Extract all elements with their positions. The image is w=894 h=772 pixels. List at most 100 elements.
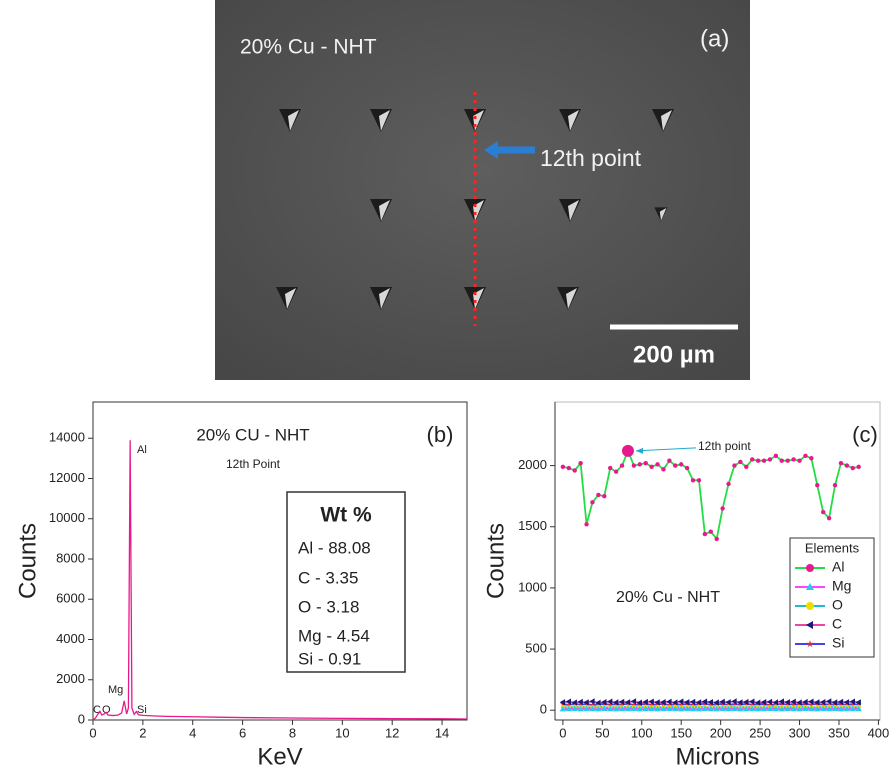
marker — [630, 701, 637, 708]
marker — [803, 453, 808, 459]
marker — [690, 478, 696, 483]
peak-label: Mg — [108, 684, 123, 696]
indent-face — [379, 200, 390, 221]
marker — [602, 493, 607, 499]
marker — [808, 705, 815, 712]
marker — [825, 698, 832, 705]
marker — [607, 701, 614, 708]
marker — [607, 698, 613, 705]
y-tick-label: 0 — [78, 711, 85, 726]
marker — [689, 705, 697, 712]
marker — [637, 462, 642, 467]
marker — [708, 529, 713, 534]
marker — [784, 699, 790, 706]
indent-face — [568, 200, 579, 221]
marker — [856, 464, 861, 470]
y-tick-label: 4000 — [56, 631, 85, 646]
marker — [673, 463, 678, 468]
legend-marker — [806, 640, 814, 648]
marker — [732, 463, 737, 468]
marker — [578, 460, 583, 466]
marker — [661, 467, 666, 472]
scale-bar-label: 200 µm — [633, 341, 715, 368]
marker — [838, 460, 844, 466]
marker — [784, 701, 791, 708]
marker — [814, 699, 820, 706]
marker — [725, 699, 731, 706]
marker — [778, 698, 784, 705]
chart-title: 20% CU - NHT — [196, 425, 309, 444]
marker — [743, 698, 749, 706]
y-axis-label: Counts — [482, 523, 509, 599]
x-tick-label: 10 — [335, 725, 349, 740]
marker — [754, 699, 761, 706]
marker — [619, 463, 625, 468]
x-axis-label: KeV — [257, 743, 302, 770]
legend-label: O — [832, 597, 843, 613]
marker — [837, 705, 845, 712]
marker — [820, 701, 827, 708]
marker — [642, 698, 648, 706]
marker — [796, 706, 803, 712]
marker — [577, 698, 583, 706]
marker — [720, 506, 725, 511]
marker — [784, 705, 791, 712]
y-axis-label: Counts — [14, 523, 41, 599]
marker — [849, 701, 856, 707]
y-tick-label: 0 — [540, 702, 547, 717]
pointer-line — [635, 447, 697, 452]
wt-row: O - 3.18 — [298, 597, 359, 616]
marker — [572, 468, 577, 473]
marker — [636, 705, 643, 712]
marker — [713, 699, 719, 706]
marker — [713, 705, 720, 712]
peak-label: C — [93, 704, 101, 716]
marker — [772, 705, 780, 712]
marker — [601, 705, 608, 711]
y-tick-label: 1500 — [518, 518, 547, 533]
highlight-point — [621, 444, 634, 457]
legend-marker — [806, 583, 814, 590]
marker — [701, 705, 709, 711]
marker — [565, 701, 572, 708]
marker — [631, 463, 637, 468]
marker — [589, 698, 595, 705]
marker — [707, 705, 714, 712]
indents — [276, 109, 674, 310]
marker — [642, 705, 649, 712]
marker — [666, 701, 673, 708]
marker — [820, 705, 827, 712]
marker — [737, 699, 743, 706]
y-tick-label: 8000 — [56, 550, 85, 565]
marker — [583, 699, 589, 706]
marker — [612, 705, 620, 712]
marker — [737, 705, 744, 712]
marker — [749, 701, 756, 708]
wt-row: Si - 0.91 — [298, 649, 361, 668]
y-tick-label: 12000 — [49, 470, 85, 485]
peak-label: Si — [137, 704, 147, 716]
chart-annotation: 20% Cu - NHT — [616, 589, 720, 606]
x-tick-label: 400 — [868, 725, 890, 740]
marker — [695, 706, 703, 712]
marker — [566, 465, 572, 471]
marker — [678, 705, 685, 712]
indent-face — [379, 110, 390, 131]
x-tick-label: 0 — [89, 725, 96, 740]
pointer-label: 12th point — [540, 145, 642, 171]
marker — [726, 481, 731, 487]
marker — [831, 705, 839, 711]
marker — [596, 492, 601, 498]
marker — [672, 705, 679, 712]
marker — [731, 701, 738, 707]
x-axis-label: Microns — [675, 743, 759, 770]
x-tick-label: 12 — [385, 725, 399, 740]
marker — [666, 705, 673, 711]
series-line — [562, 448, 859, 542]
wt-row: Mg - 4.54 — [298, 626, 370, 645]
marker — [630, 705, 638, 711]
x-tick-label: 0 — [559, 725, 566, 740]
chart-subtitle: 12th Point — [226, 457, 281, 471]
